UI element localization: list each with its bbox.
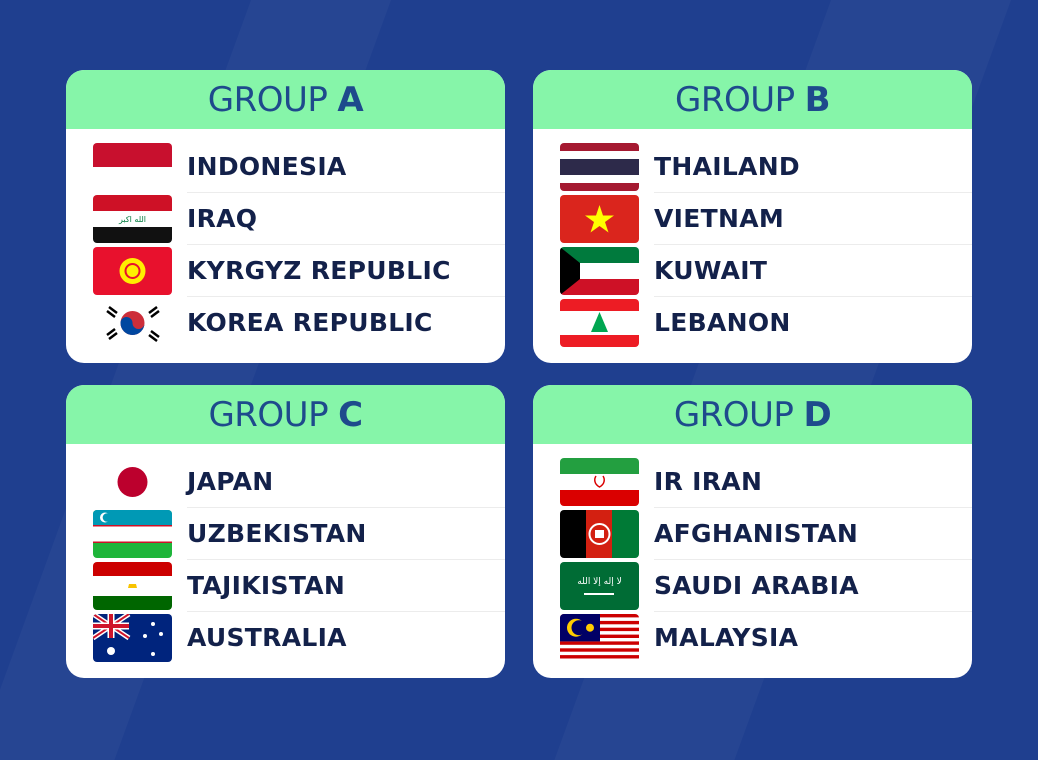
divider — [654, 192, 972, 193]
team-row: MALAYSIA — [533, 612, 972, 664]
team-row: TAJIKISTAN — [66, 560, 505, 612]
team-row: AUSTRALIA — [66, 612, 505, 664]
team-name: UZBEKISTAN — [187, 519, 367, 548]
thailand-flag-icon — [560, 143, 639, 191]
team-row: لا إله إلا الله SAUDI ARABIA — [533, 560, 972, 612]
divider — [187, 507, 505, 508]
team-row: THAILAND — [533, 141, 972, 193]
team-name: KYRGYZ REPUBLIC — [187, 256, 451, 285]
team-row: VIETNAM — [533, 193, 972, 245]
group-prefix: GROUP — [208, 394, 329, 435]
group-prefix: GROUP — [674, 79, 795, 120]
team-name: JAPAN — [187, 467, 274, 496]
team-row: IR IRAN — [533, 456, 972, 508]
team-row: KYRGYZ REPUBLIC — [66, 245, 505, 297]
team-row: LEBANON — [533, 297, 972, 349]
australia-flag-icon — [93, 614, 172, 662]
group-card-d: GROUP D IR IRAN AFGHANISTAN لا إله إلا الله S… — [533, 385, 972, 678]
team-name: MALAYSIA — [654, 623, 799, 652]
group-letter: B — [804, 79, 831, 120]
uzbekistan-flag-icon — [93, 510, 172, 558]
indonesia-flag-icon — [93, 143, 172, 191]
group-card-a: GROUP A INDONESIA الله اكبر IRAQ KYRGYZ REPUB… — [66, 70, 505, 363]
team-name: SAUDI ARABIA — [654, 571, 859, 600]
afghanistan-flag-icon — [560, 510, 639, 558]
team-name: AUSTRALIA — [187, 623, 347, 652]
group-title: GROUP A — [66, 70, 505, 129]
group-prefix: GROUP — [207, 79, 328, 120]
group-title: GROUP C — [66, 385, 505, 444]
divider — [187, 244, 505, 245]
team-name: AFGHANISTAN — [654, 519, 859, 548]
team-name: IRAQ — [187, 204, 258, 233]
team-name: VIETNAM — [654, 204, 785, 233]
group-letter: A — [337, 79, 364, 120]
divider — [187, 192, 505, 193]
divider — [187, 296, 505, 297]
team-row: KOREA REPUBLIC — [66, 297, 505, 349]
divider — [187, 559, 505, 560]
team-name: KUWAIT — [654, 256, 768, 285]
team-name: TAJIKISTAN — [187, 571, 346, 600]
group-letter: C — [338, 394, 363, 435]
divider — [654, 559, 972, 560]
team-name: KOREA REPUBLIC — [187, 308, 433, 337]
iraq-flag-icon: الله اكبر — [93, 195, 172, 243]
group-letter: D — [803, 394, 832, 435]
team-row: INDONESIA — [66, 141, 505, 193]
iran-flag-icon — [560, 458, 639, 506]
divider — [654, 244, 972, 245]
team-name: LEBANON — [654, 308, 791, 337]
group-card-b: GROUP B THAILAND VIETNAM KUWAIT LEBANON — [533, 70, 972, 363]
group-title: GROUP D — [533, 385, 972, 444]
team-row: الله اكبر IRAQ — [66, 193, 505, 245]
team-row: AFGHANISTAN — [533, 508, 972, 560]
team-row: KUWAIT — [533, 245, 972, 297]
svg-text:الله اكبر: الله اكبر — [118, 215, 146, 224]
divider — [654, 296, 972, 297]
japan-flag-icon — [93, 458, 172, 506]
tajikistan-flag-icon — [93, 562, 172, 610]
team-name: INDONESIA — [187, 152, 347, 181]
team-row: JAPAN — [66, 456, 505, 508]
malaysia-flag-icon — [560, 614, 639, 662]
kyrgyzstan-flag-icon — [93, 247, 172, 295]
korea-flag-icon — [93, 299, 172, 347]
vietnam-flag-icon — [560, 195, 639, 243]
divider — [654, 507, 972, 508]
group-prefix: GROUP — [673, 394, 794, 435]
lebanon-flag-icon — [560, 299, 639, 347]
group-card-c: GROUP C JAPAN UZBEKISTAN TAJIKISTAN AUSTRALIA — [66, 385, 505, 678]
divider — [187, 611, 505, 612]
svg-text:لا إله إلا الله: لا إله إلا الله — [577, 577, 621, 587]
kuwait-flag-icon — [560, 247, 639, 295]
divider — [654, 611, 972, 612]
team-name: IR IRAN — [654, 467, 763, 496]
saudi-arabia-flag-icon: لا إله إلا الله — [560, 562, 639, 610]
team-row: UZBEKISTAN — [66, 508, 505, 560]
team-name: THAILAND — [654, 152, 800, 181]
group-title: GROUP B — [533, 70, 972, 129]
